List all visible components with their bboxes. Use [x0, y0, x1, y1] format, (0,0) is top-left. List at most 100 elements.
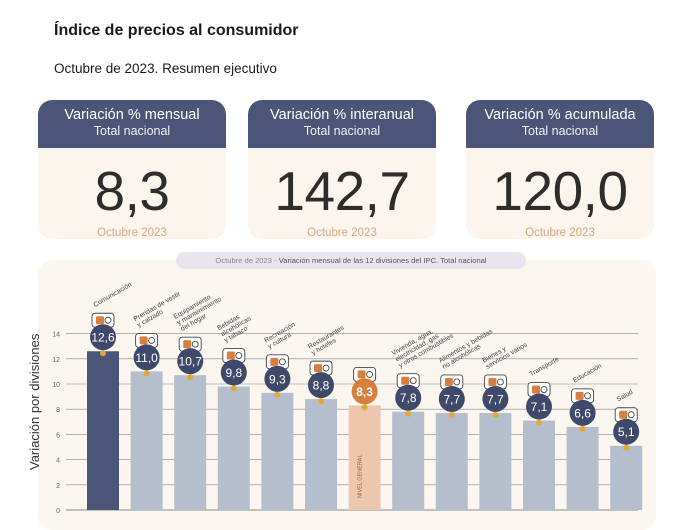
y-tick-label: 14	[52, 332, 60, 339]
card-heading: Variación % mensual	[64, 107, 200, 123]
data-label: 9,8	[225, 366, 242, 380]
value-bubble	[90, 324, 116, 351]
value-bubble	[351, 378, 378, 405]
data-label: 9,3	[269, 372, 286, 386]
bar	[479, 412, 512, 510]
card-header: Variación % interanual Total nacional	[248, 100, 436, 148]
data-label: 12,6	[91, 331, 115, 345]
first-aid-icon	[614, 407, 638, 423]
y-tick-label: 0	[56, 508, 60, 515]
y-tick-label: 12	[52, 357, 60, 364]
data-label: 10,7	[179, 355, 203, 369]
chicken-icon	[440, 374, 464, 390]
data-label: 11,0	[135, 351, 158, 365]
bar	[566, 426, 599, 510]
card-monthly: Variación % mensual Total nacional 8,3 O…	[38, 100, 226, 239]
value-marker	[579, 425, 586, 432]
card-header: Variación % mensual Total nacional	[38, 100, 226, 148]
category-label: Transporte	[529, 356, 561, 378]
card-heading: Variación % acumulada	[484, 107, 636, 123]
category-label: Bebidasalcohólicasy tabaco	[216, 309, 256, 344]
category-label: Educación	[572, 363, 603, 385]
card-value: 142,7	[274, 160, 410, 222]
card-subheading: Total nacional	[521, 124, 599, 138]
page-title: Índice de precios al consumidor	[54, 22, 299, 39]
bar	[261, 392, 294, 510]
y-tick-label: 8	[56, 407, 60, 414]
value-bubble	[133, 344, 160, 371]
bar	[174, 375, 207, 510]
value-marker	[187, 374, 194, 381]
chart-title-lead: Octubre de 2023 -	[215, 256, 277, 265]
value-bubble	[526, 393, 552, 420]
value-marker	[361, 404, 368, 411]
bar	[435, 412, 468, 510]
category-label: Salud	[616, 389, 635, 404]
value-bubble	[264, 365, 291, 392]
bar	[392, 411, 425, 510]
category-label: Restaurantesy hoteles	[307, 324, 350, 357]
data-label: 7,1	[531, 400, 548, 414]
card-subheading: Total nacional	[93, 124, 171, 138]
chart-title: Octubre de 2023 - Variación mensual de l…	[176, 252, 526, 269]
y-tick-label: 10	[52, 382, 60, 389]
card-period: Octubre 2023	[97, 227, 167, 239]
value-marker	[143, 370, 150, 377]
value-marker	[405, 410, 412, 417]
scissors-icon	[483, 374, 507, 390]
data-label: 8,3	[356, 385, 373, 399]
value-bubble	[177, 348, 204, 375]
data-label: 7,8	[400, 391, 417, 405]
card-period: Octubre 2023	[307, 227, 377, 239]
phone-icon	[91, 312, 115, 328]
category-label: NIVEL GENERAL	[358, 454, 364, 498]
bar	[87, 351, 119, 510]
y-tick-label: 4	[56, 458, 60, 465]
bar	[217, 386, 250, 510]
data-label: 7,7	[487, 392, 504, 406]
value-bubble	[438, 385, 465, 412]
value-marker	[492, 411, 499, 418]
shirt-icon	[135, 332, 159, 348]
card-header: Variación % acumulada Total nacional	[466, 100, 654, 148]
value-bubble	[220, 359, 247, 386]
appliance-icon	[178, 336, 202, 352]
data-label: 7,7	[443, 392, 460, 406]
value-bubble	[308, 372, 334, 399]
value-marker	[274, 391, 281, 398]
bottle-icon	[222, 348, 246, 363]
chart-title-text: Variación mensual de las 12 divisiones d…	[278, 256, 487, 265]
value-marker	[230, 385, 237, 392]
category-label: Comunicación	[93, 281, 134, 309]
value-marker	[623, 444, 630, 451]
y-tick-label: 6	[56, 432, 60, 439]
card-heading: Variación % interanual	[269, 107, 414, 123]
page-subtitle: Octubre de 2023. Resumen ejecutivo	[54, 61, 277, 76]
bar	[348, 405, 381, 510]
value-marker	[318, 398, 324, 405]
bar	[305, 399, 337, 510]
value-bubble	[569, 399, 596, 426]
data-label: 5,1	[618, 425, 635, 439]
value-bubble	[395, 384, 422, 411]
bar	[130, 371, 163, 510]
card-accumulated: Variación % acumulada Total nacional 120…	[466, 100, 654, 239]
y-tick-label: 2	[56, 483, 60, 490]
data-label: 6,6	[574, 406, 591, 420]
value-marker	[448, 411, 455, 418]
data-label: 8,8	[313, 379, 330, 393]
bar	[610, 445, 643, 510]
lightbulb-icon	[396, 373, 420, 389]
card-value: 120,0	[492, 160, 628, 222]
value-marker	[536, 419, 542, 426]
bar	[523, 420, 555, 510]
category-label: Recreacióny cultura	[263, 321, 300, 350]
card-value: 8,3	[94, 160, 170, 222]
card-subheading: Total nacional	[303, 124, 381, 138]
card-annual: Variación % interanual Total nacional 14…	[248, 100, 436, 239]
basket-icon	[353, 366, 377, 382]
category-label: Bienes yservicios varios	[481, 335, 529, 371]
value-bubble	[482, 385, 509, 412]
card-period: Octubre 2023	[525, 227, 595, 239]
